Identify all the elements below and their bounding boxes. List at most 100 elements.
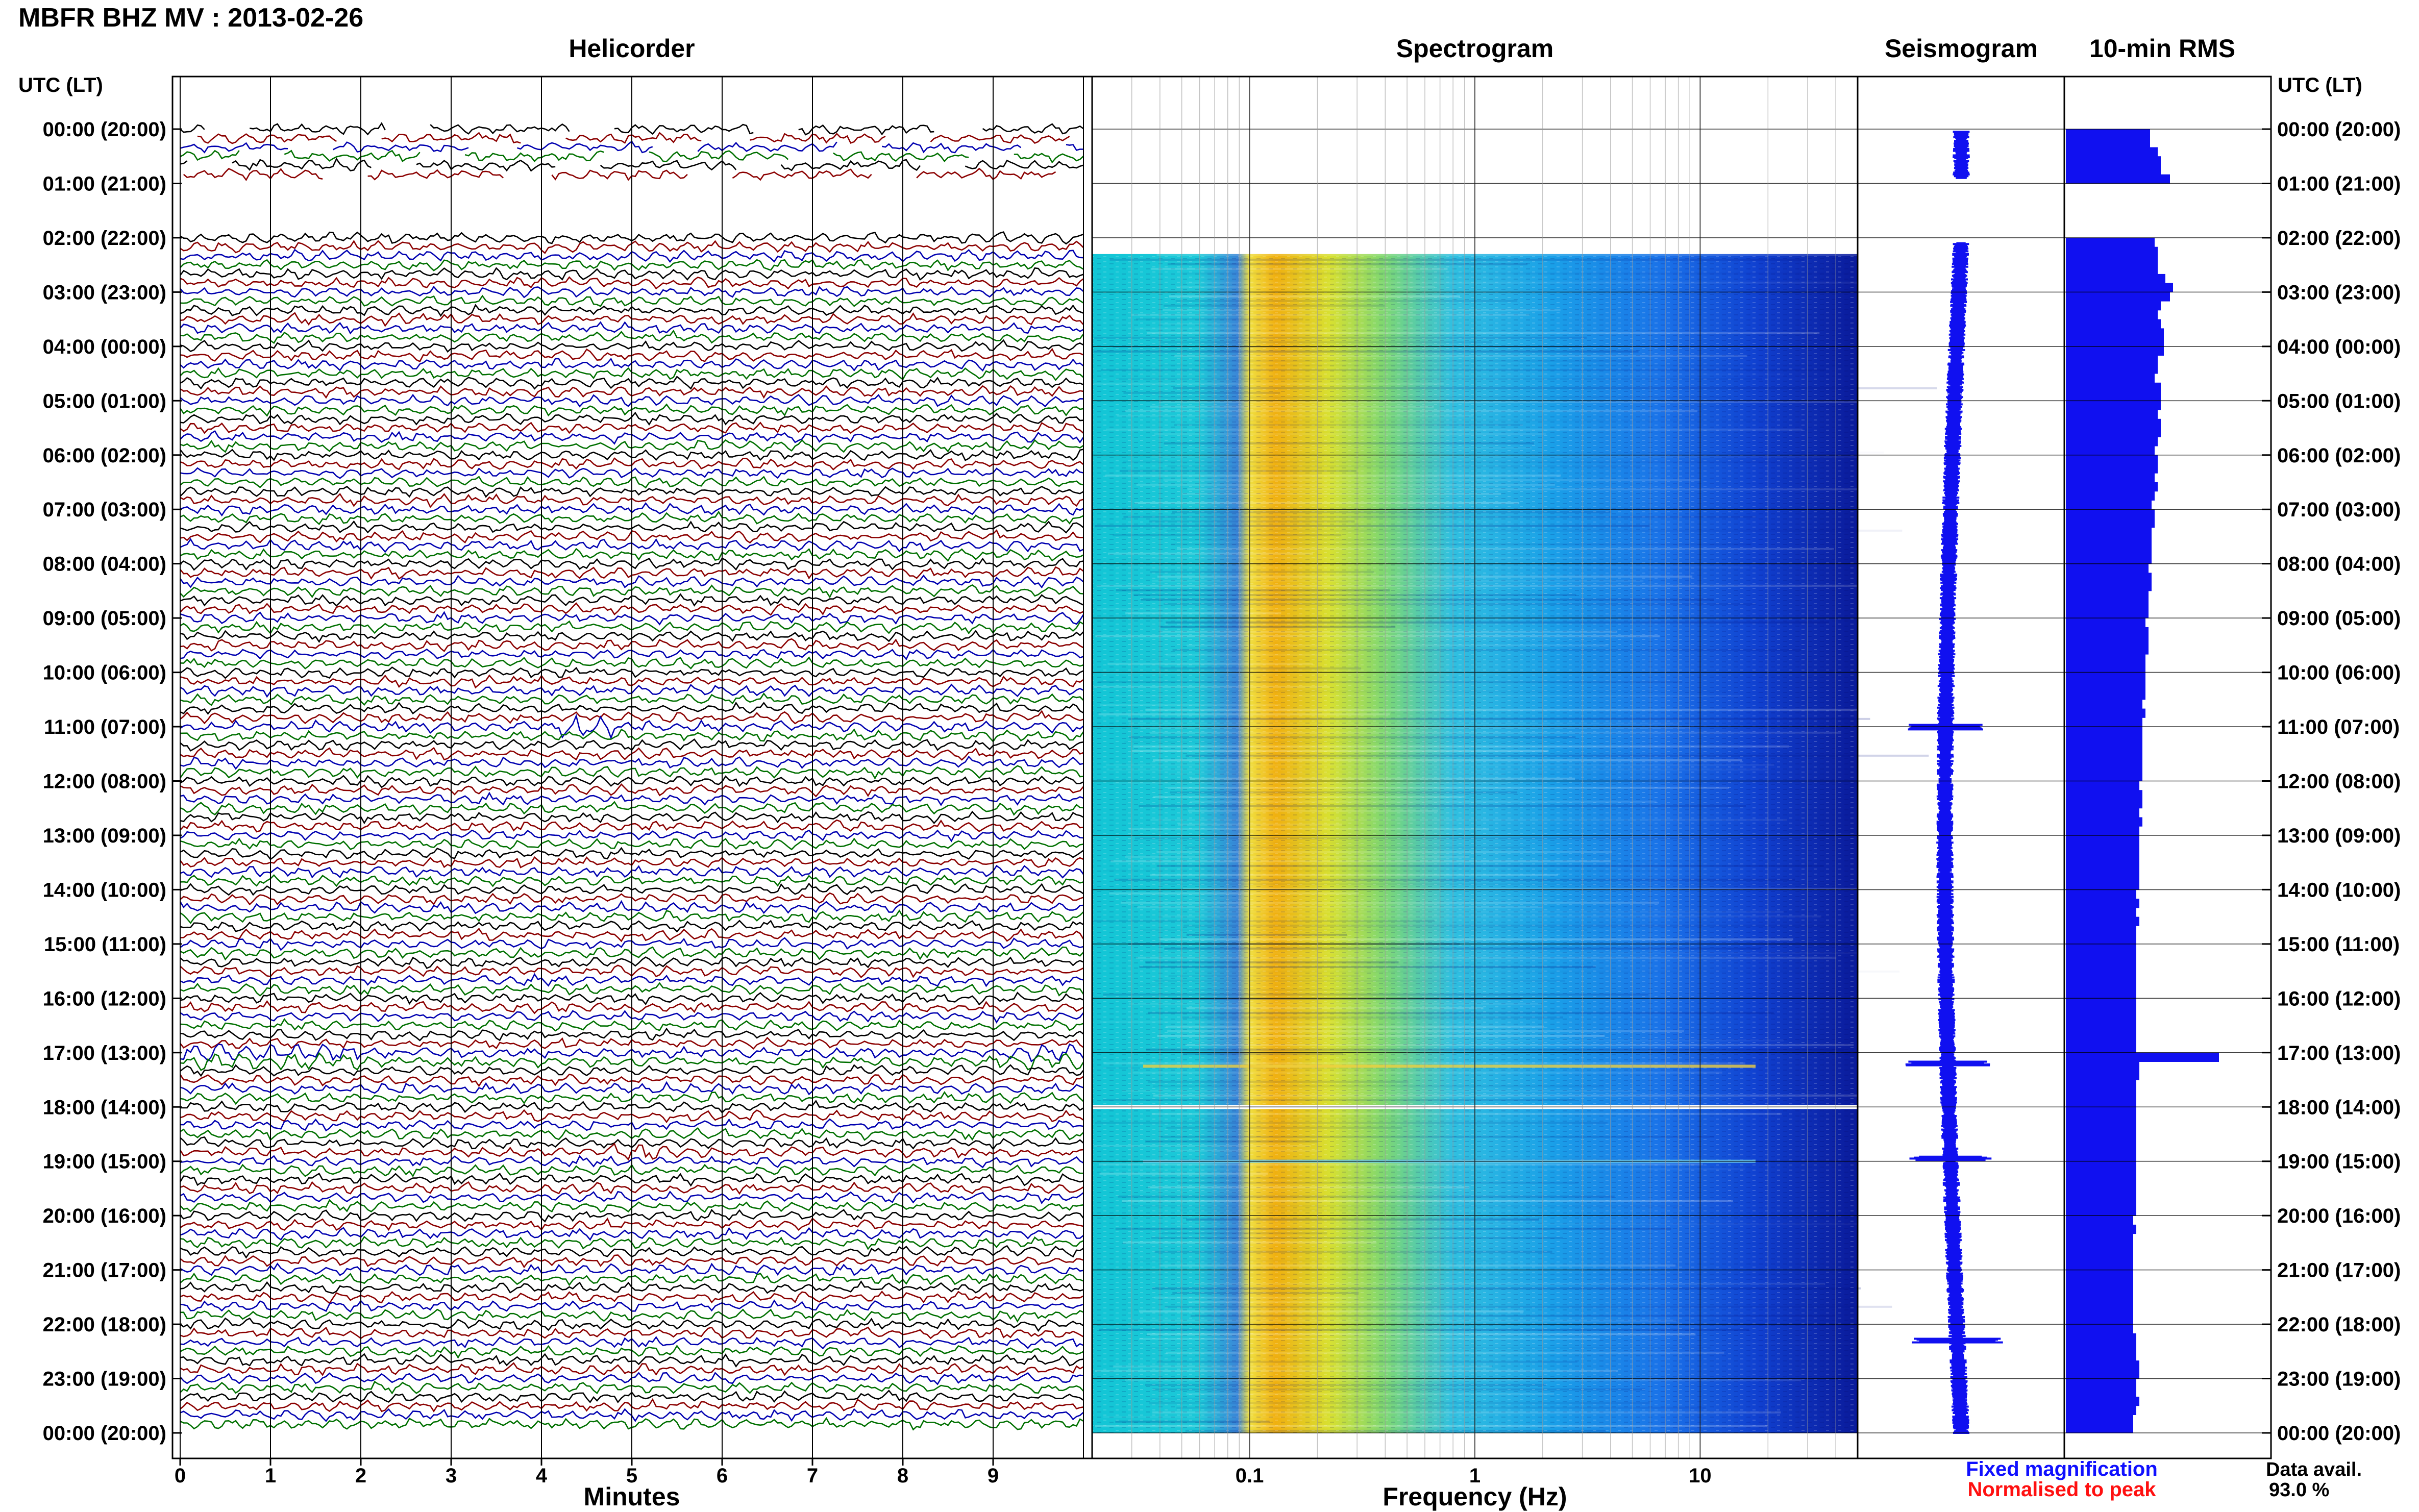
rms-bar bbox=[2066, 1080, 2136, 1089]
time-tick-label-right: 09:00 (05:00) bbox=[2277, 607, 2401, 630]
rms-bar bbox=[2066, 1378, 2136, 1388]
rms-bar bbox=[2066, 1098, 2136, 1107]
rms-bar bbox=[2066, 1016, 2136, 1026]
rms-bar bbox=[2066, 310, 2158, 320]
rms-bar bbox=[2066, 998, 2136, 1008]
rms-bar bbox=[2066, 1243, 2133, 1252]
rms-bar bbox=[2066, 554, 2152, 564]
rms-bar bbox=[2066, 482, 2158, 492]
rms-bar bbox=[2066, 563, 2149, 573]
rms-bar bbox=[2066, 491, 2155, 501]
data-availability-label: Data avail. bbox=[2266, 1459, 2362, 1480]
rms-bar bbox=[2066, 301, 2161, 311]
helicorder-trace-row bbox=[180, 157, 1084, 172]
time-tick-label-left: 11:00 (07:00) bbox=[44, 716, 166, 738]
time-tick-label-left: 18:00 (14:00) bbox=[43, 1096, 166, 1119]
time-tick-label-right: 15:00 (11:00) bbox=[2277, 933, 2400, 956]
minute-tick-label: 6 bbox=[717, 1465, 728, 1487]
time-tick-label-right: 14:00 (10:00) bbox=[2277, 879, 2401, 901]
time-tick-label-left: 15:00 (11:00) bbox=[44, 933, 166, 956]
time-tick-label-left: 03:00 (23:00) bbox=[43, 281, 166, 304]
time-tick-label-left: 16:00 (12:00) bbox=[43, 987, 166, 1010]
rms-bar bbox=[2066, 1415, 2133, 1424]
rms-bar bbox=[2066, 1252, 2133, 1261]
time-tick-label-right: 16:00 (12:00) bbox=[2277, 987, 2401, 1010]
time-tick-label-right: 18:00 (14:00) bbox=[2277, 1096, 2401, 1119]
time-tick-label-left: 07:00 (03:00) bbox=[43, 499, 166, 521]
rms-bar bbox=[2066, 790, 2142, 800]
rms-bar bbox=[2066, 645, 2149, 655]
time-tick-label-right: 06:00 (02:00) bbox=[2277, 444, 2401, 467]
helicorder-trace-row bbox=[180, 150, 1084, 164]
rms-bar bbox=[2066, 527, 2152, 537]
time-tick-label-right: 22:00 (18:00) bbox=[2277, 1313, 2401, 1336]
frequency-tick-label: 10 bbox=[1689, 1465, 1712, 1487]
rms-bar bbox=[2066, 1306, 2133, 1316]
rms-bar bbox=[2066, 1405, 2136, 1415]
time-axis-label-left: UTC (LT) bbox=[18, 74, 103, 96]
rms-bar bbox=[2066, 536, 2152, 546]
rms-bar bbox=[2066, 1342, 2136, 1352]
rms-bar bbox=[2066, 382, 2161, 392]
frequency-tick-label: 1 bbox=[1469, 1465, 1480, 1487]
time-tick-label-right: 11:00 (07:00) bbox=[2277, 716, 2400, 738]
rms-bar bbox=[2066, 1170, 2136, 1180]
rms-bar bbox=[2066, 1351, 2136, 1361]
rms-bar bbox=[2066, 364, 2158, 374]
rms-bar bbox=[2066, 265, 2158, 275]
rms-bar bbox=[2066, 546, 2152, 555]
rms-bar bbox=[2066, 799, 2142, 809]
rms-bar bbox=[2066, 319, 2161, 329]
panel-title-helicorder: Helicorder bbox=[569, 34, 695, 63]
rms-bar bbox=[2066, 1387, 2136, 1397]
rms-bar bbox=[2066, 844, 2139, 854]
rms-bar bbox=[2066, 1161, 2136, 1171]
time-tick-label-right: 07:00 (03:00) bbox=[2277, 499, 2401, 521]
spectrogram-narrowband-line bbox=[1143, 1064, 1756, 1068]
minute-tick-label: 9 bbox=[988, 1465, 999, 1487]
rms-bar bbox=[2066, 862, 2139, 872]
rms-bar bbox=[2066, 935, 2136, 945]
time-tick-label-right: 01:00 (21:00) bbox=[2277, 172, 2401, 195]
rms-bar bbox=[2066, 971, 2136, 981]
rms-bar bbox=[2066, 772, 2142, 781]
rms-bar bbox=[2066, 1360, 2139, 1370]
panel-title-rms: 10-min RMS bbox=[2089, 34, 2235, 63]
rms-bar bbox=[2066, 1061, 2139, 1071]
rms-bar bbox=[2066, 727, 2142, 736]
rms-bar bbox=[2066, 735, 2142, 745]
rms-bar bbox=[2066, 1025, 2136, 1035]
rms-bar bbox=[2066, 1116, 2136, 1126]
rms-bar bbox=[2066, 708, 2145, 718]
minute-tick-label: 8 bbox=[897, 1465, 908, 1487]
time-tick-label-left: 09:00 (05:00) bbox=[43, 607, 166, 630]
rms-bar bbox=[2066, 1270, 2133, 1279]
rms-bar bbox=[2066, 428, 2161, 437]
rms-bar bbox=[2066, 672, 2145, 682]
time-axis-label-right: UTC (LT) bbox=[2278, 74, 2362, 96]
time-tick-label-left: 06:00 (02:00) bbox=[43, 444, 166, 467]
helicorder-trace-row bbox=[183, 167, 1056, 182]
rms-bar bbox=[2066, 835, 2139, 845]
data-availability-value: 93.0 % bbox=[2269, 1479, 2329, 1501]
rms-bar bbox=[2066, 1279, 2133, 1288]
rms-bar bbox=[2066, 754, 2142, 763]
rms-bar bbox=[2066, 573, 2152, 582]
rms-bar bbox=[2066, 401, 2161, 410]
time-tick-label-right: 04:00 (00:00) bbox=[2277, 336, 2401, 358]
rms-bar bbox=[2066, 636, 2149, 646]
rms-bar bbox=[2066, 1324, 2133, 1334]
time-tick-label-left: 00:00 (20:00) bbox=[43, 118, 166, 141]
rms-bar bbox=[2066, 509, 2155, 519]
rms-bar bbox=[2066, 907, 2136, 918]
time-tick-label-right: 21:00 (17:00) bbox=[2277, 1259, 2401, 1282]
panel-title-seismogram: Seismogram bbox=[1885, 34, 2038, 63]
helicorder-trace-row bbox=[197, 132, 1070, 144]
rms-bar bbox=[2066, 473, 2155, 483]
rms-bar bbox=[2066, 1143, 2136, 1153]
rms-bar bbox=[2066, 745, 2142, 754]
time-tick-labels: 00:00 (20:00) 00:00 (20:00) 01:00 (21:00) 0… bbox=[43, 118, 2401, 1445]
rms-bar bbox=[2066, 374, 2155, 383]
rms-bar bbox=[2066, 817, 2142, 827]
time-tick-label-left: 20:00 (16:00) bbox=[43, 1205, 166, 1227]
